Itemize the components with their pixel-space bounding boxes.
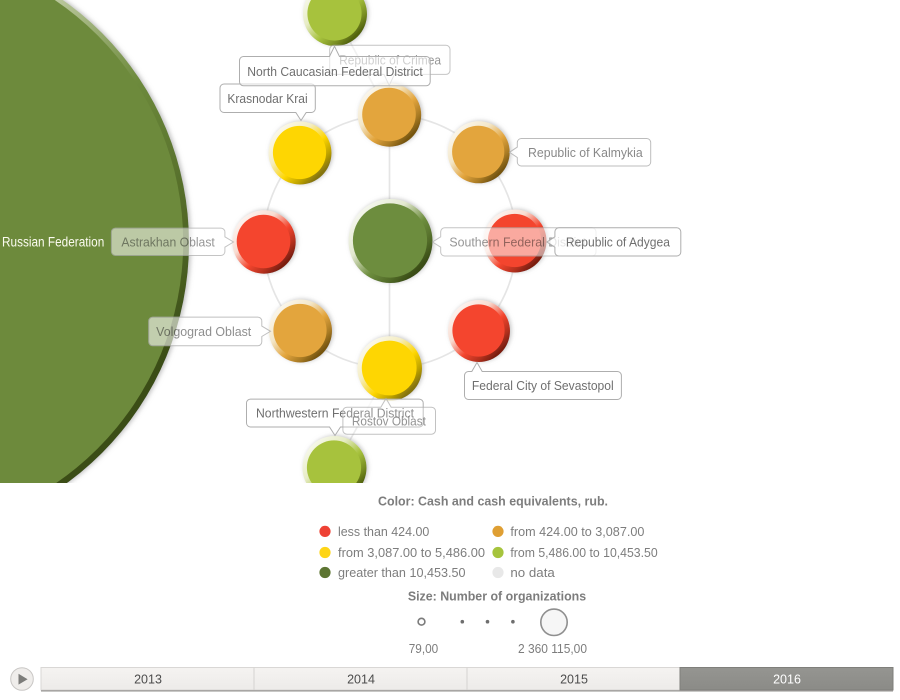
svg-text:Federal City of Sevastopol: Federal City of Sevastopol [472, 378, 614, 393]
svg-text:Astrakhan Oblast: Astrakhan Oblast [121, 234, 215, 249]
svg-text:from 5,486.00 to 10,453.50: from 5,486.00 to 10,453.50 [510, 545, 657, 560]
svg-text:Russian Federation: Russian Federation [2, 235, 104, 250]
svg-text:Color: Cash and cash equivalen: Color: Cash and cash equivalents, rub. [378, 494, 608, 509]
svg-text:Size: Number of organizations: Size: Number of organizations [408, 589, 586, 604]
svg-text:2015: 2015 [560, 673, 588, 687]
svg-text:less than 424.00: less than 424.00 [338, 524, 429, 539]
svg-text:2014: 2014 [347, 673, 375, 687]
svg-text:no data: no data [510, 565, 555, 580]
svg-text:Rostov Oblast: Rostov Oblast [352, 413, 426, 428]
svg-text:79,00: 79,00 [409, 641, 439, 656]
svg-text:from 424.00 to 3,087.00: from 424.00 to 3,087.00 [510, 524, 644, 539]
svg-text:North Caucasian Federal Distri: North Caucasian Federal District [247, 64, 423, 79]
svg-text:2016: 2016 [773, 673, 801, 687]
svg-text:from 3,087.00 to 5,486.00: from 3,087.00 to 5,486.00 [338, 545, 485, 560]
svg-text:Northwestern Federal District: Northwestern Federal District [256, 406, 414, 421]
svg-text:Volgograd Oblast: Volgograd Oblast [156, 324, 251, 339]
svg-text:2 360 115,00: 2 360 115,00 [518, 641, 587, 656]
svg-text:2013: 2013 [134, 673, 162, 687]
svg-text:Republic of Kalmykia: Republic of Kalmykia [528, 145, 643, 160]
svg-text:greater than 10,453.50: greater than 10,453.50 [338, 565, 466, 580]
svg-text:Republic of Adygea: Republic of Adygea [566, 235, 671, 250]
svg-text:Krasnodar Krai: Krasnodar Krai [227, 91, 307, 106]
